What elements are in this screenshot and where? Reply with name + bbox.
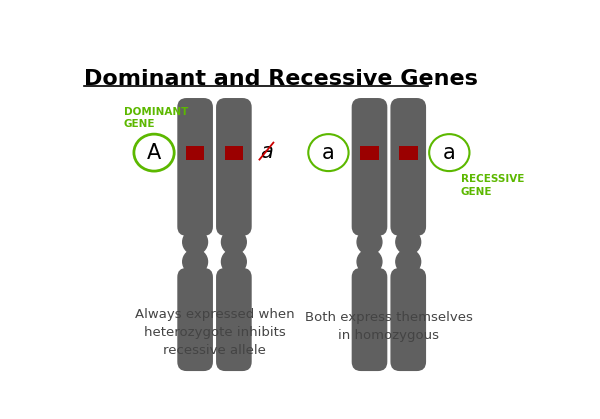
Text: Dominant and Recessive Genes: Dominant and Recessive Genes [84,69,478,89]
Circle shape [183,230,208,254]
FancyBboxPatch shape [352,98,388,236]
Circle shape [396,249,421,274]
FancyBboxPatch shape [178,98,213,236]
Text: a: a [322,142,335,163]
Text: a: a [443,142,456,163]
Circle shape [221,249,246,274]
Text: a: a [260,142,273,162]
Circle shape [183,249,208,274]
Ellipse shape [308,134,349,171]
Circle shape [396,230,421,254]
FancyBboxPatch shape [391,98,426,236]
Circle shape [357,230,382,254]
FancyBboxPatch shape [216,268,252,371]
Text: Always expressed when
heterozygote inhibits
recessive allele: Always expressed when heterozygote inhib… [134,308,295,357]
FancyBboxPatch shape [399,146,418,160]
FancyBboxPatch shape [186,146,205,160]
Circle shape [357,249,382,274]
Text: Both express themselves
in homozygous: Both express themselves in homozygous [305,311,473,342]
Circle shape [221,230,246,254]
FancyBboxPatch shape [178,268,213,371]
FancyBboxPatch shape [352,268,388,371]
Ellipse shape [429,134,469,171]
FancyBboxPatch shape [360,146,379,160]
Text: A: A [147,142,161,163]
FancyBboxPatch shape [391,268,426,371]
Text: DOMINANT
GENE: DOMINANT GENE [124,107,188,129]
FancyBboxPatch shape [224,146,243,160]
FancyBboxPatch shape [216,98,252,236]
Text: RECESSIVE
GENE: RECESSIVE GENE [461,174,524,197]
Ellipse shape [134,134,174,171]
